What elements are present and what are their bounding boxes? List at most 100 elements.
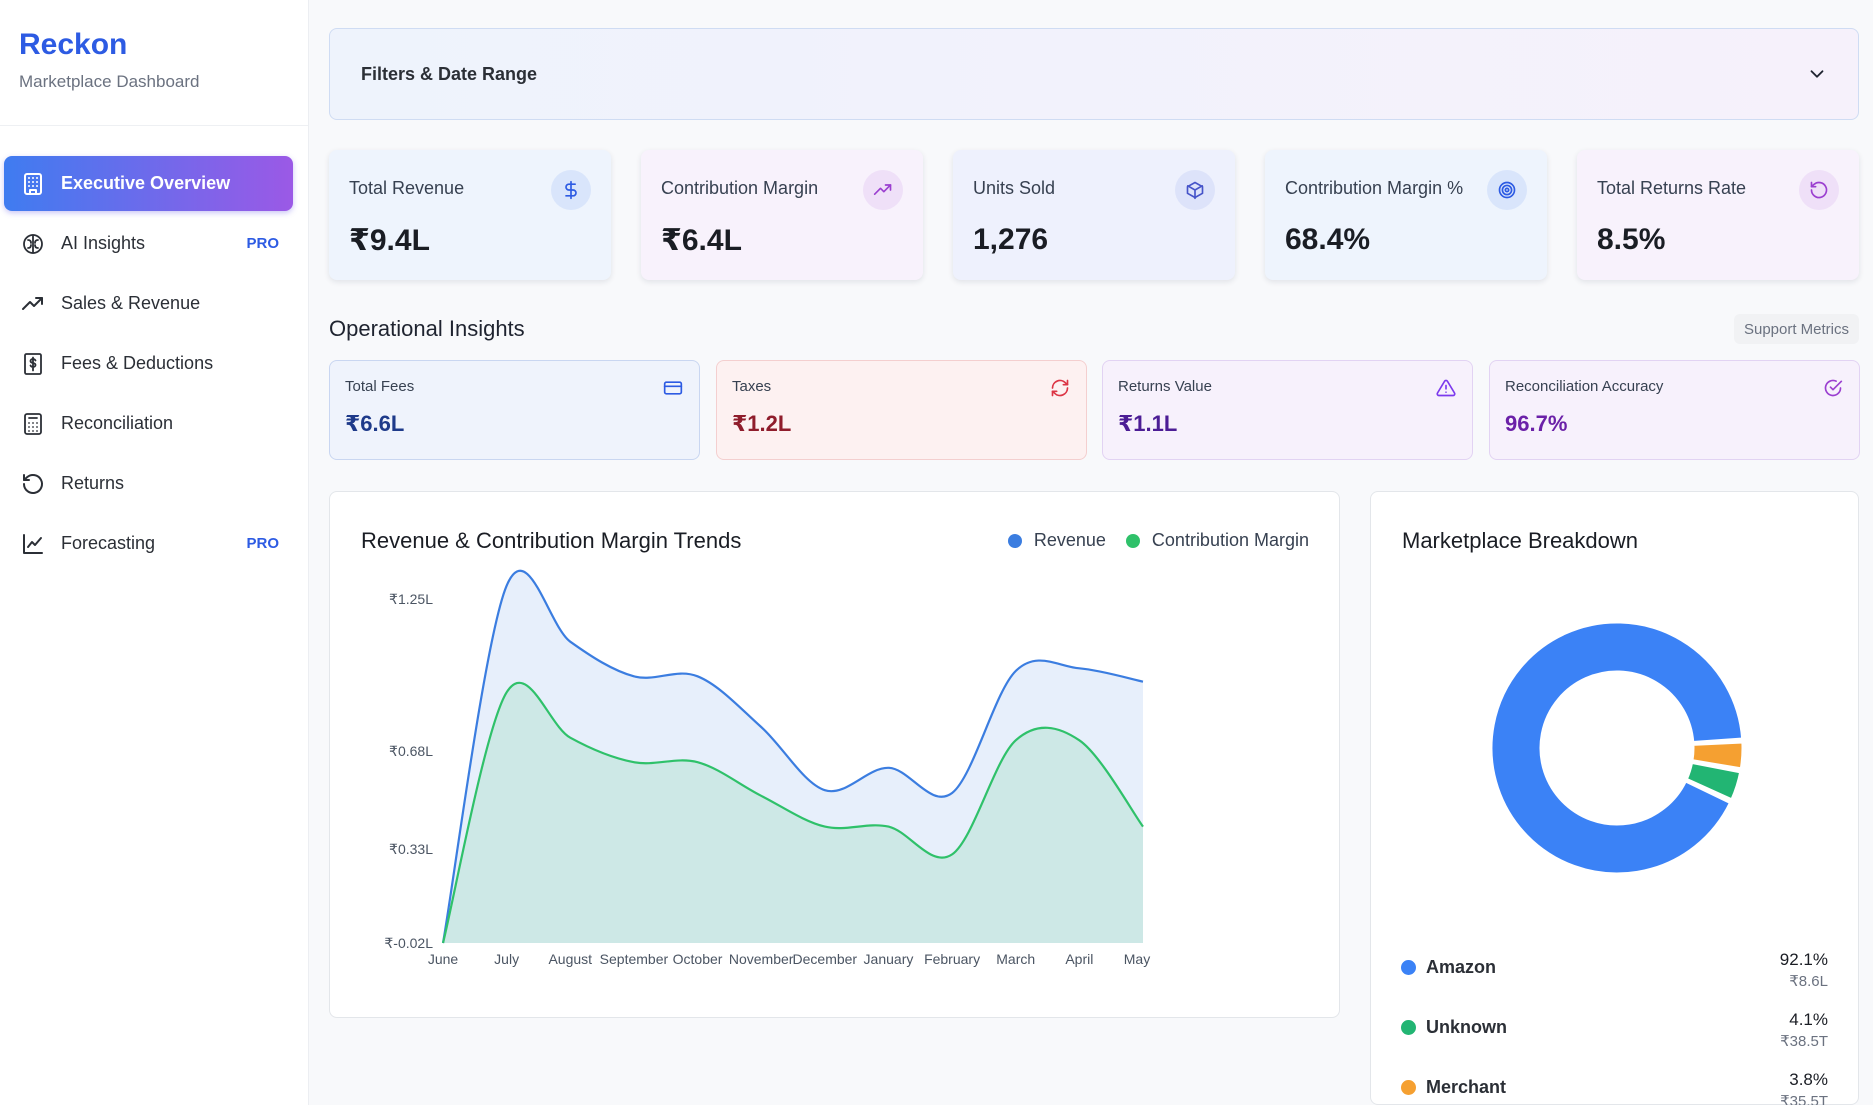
x-tick-label: March (996, 951, 1035, 967)
kpi-label: Units Sold (973, 178, 1056, 198)
kpi-value: 68.4% (1285, 223, 1371, 256)
sidebar-item-label: Forecasting (61, 533, 156, 553)
trend-chart-title: Revenue & Contribution Margin Trends (361, 528, 742, 553)
sidebar-item-returns[interactable]: Returns (4, 456, 293, 511)
sidebar-item-reconciliation[interactable]: Reconciliation (4, 396, 293, 451)
pro-badge: PRO (246, 235, 279, 252)
x-tick-label: February (924, 951, 980, 967)
line-chart-icon (20, 531, 46, 557)
trend-chart-plot[interactable]: ₹-0.02L ₹0.33L ₹0.68L ₹1.25L June July August S… (330, 492, 1341, 1019)
calculator-icon (20, 411, 46, 437)
brand-subtitle: Marketplace Dashboard (19, 72, 200, 91)
donut-slice-merchant[interactable] (1690, 740, 1745, 771)
x-tick-label: December (793, 951, 858, 967)
series-line-1[interactable] (441, 681, 1144, 944)
marketplace-pct: 92.1% (1779, 950, 1828, 969)
refresh-icon (1051, 379, 1069, 397)
y-tick-label: ₹0.68L (389, 743, 433, 759)
x-tick-label: September (600, 951, 669, 967)
legend-item-contribution-margin[interactable]: Contribution Margin (1125, 530, 1309, 551)
target-icon (1487, 170, 1527, 210)
op-taxes: Taxes ₹1.2L (716, 360, 1087, 460)
x-tick-label: May (1124, 951, 1150, 967)
marketplace-value: ₹38.5T (1780, 1033, 1828, 1050)
receipt-dollar-icon (20, 351, 46, 377)
sidebar-item-fees-deductions[interactable]: Fees & Deductions (4, 336, 293, 391)
marketplace-row-amazon[interactable]: Amazon 92.1% ₹8.6L (1401, 950, 1828, 990)
kpi-contribution-margin-pct: Contribution Margin % 68.4% (1265, 150, 1547, 280)
kpi-value: ₹9.4L (349, 224, 430, 257)
donut-slice-amazon[interactable] (1489, 620, 1745, 876)
marketplace-name: Amazon (1426, 957, 1497, 977)
sidebar-item-executive-overview[interactable]: Executive Overview (4, 156, 293, 211)
alert-triangle-icon (1436, 379, 1456, 397)
y-tick-label: ₹-0.02L (384, 935, 433, 951)
sidebar-item-sales-revenue[interactable]: Sales & Revenue (4, 276, 293, 331)
op-label: Reconciliation Accuracy (1505, 378, 1664, 395)
check-circle-icon (1824, 379, 1843, 397)
marketplace-value: ₹35.5T (1780, 1093, 1828, 1105)
building-icon (20, 171, 46, 197)
marketplace-pct: 3.8% (1789, 1070, 1828, 1089)
marketplace-donut-chart[interactable] (1371, 492, 1860, 892)
legend-item-revenue[interactable]: Revenue (1007, 530, 1106, 551)
x-tick-label: August (548, 951, 592, 967)
sidebar-item-label: Sales & Revenue (61, 293, 201, 313)
op-value: ₹1.2L (732, 411, 792, 436)
x-tick-label: October (673, 951, 723, 967)
pro-badge: PRO (246, 535, 279, 552)
brain-icon (20, 231, 46, 257)
operational-insights-title: Operational Insights (329, 316, 525, 341)
kpi-label: Total Revenue (349, 178, 465, 198)
kpi-contribution-margin: Contribution Margin ₹6.4L (641, 150, 923, 280)
op-reconciliation-accuracy: Reconciliation Accuracy 96.7% (1489, 360, 1860, 460)
sidebar-item-label: Fees & Deductions (61, 353, 214, 373)
y-tick-label: ₹1.25L (389, 591, 433, 607)
legend-dot (1007, 533, 1022, 548)
donut-slice-unknown[interactable] (1684, 760, 1743, 802)
kpi-label: Total Returns Rate (1597, 178, 1747, 198)
op-total-fees: Total Fees ₹6.6L (329, 360, 700, 460)
op-label: Returns Value (1118, 378, 1212, 395)
chevron-down-icon[interactable] (1806, 63, 1828, 85)
chart-legend: Revenue Contribution Margin (988, 530, 1309, 551)
op-value: ₹6.6L (345, 411, 405, 436)
filters-panel[interactable]: Filters & Date Range (329, 28, 1859, 120)
x-tick-label: July (494, 951, 519, 967)
kpi-units-sold: Units Sold 1,276 (953, 150, 1235, 280)
sidebar-item-ai-insights[interactable]: AI Insights PRO (4, 216, 293, 271)
legend-label: Contribution Margin (1151, 530, 1309, 550)
kpi-value: 1,276 (973, 223, 1049, 256)
legend-dot (1401, 1020, 1416, 1035)
legend-dot (1401, 960, 1416, 975)
kpi-total-returns-rate: Total Returns Rate 8.5% (1577, 150, 1859, 280)
x-tick-label: April (1065, 951, 1093, 967)
support-metrics-badge: Support Metrics (1734, 314, 1859, 344)
sidebar-item-forecasting[interactable]: Forecasting PRO (4, 516, 293, 571)
sidebar-item-label: Reconciliation (61, 413, 174, 433)
breakdown-card: Marketplace Breakdown Amazon 92.1% ₹8.6L… (1370, 491, 1859, 1105)
marketplace-name: Unknown (1426, 1017, 1507, 1037)
filters-title: Filters & Date Range (361, 63, 538, 84)
credit-card-icon (663, 381, 683, 395)
marketplace-row-merchant[interactable]: Merchant 3.8% ₹35.5T (1401, 1070, 1828, 1105)
kpi-label: Contribution Margin % (1285, 178, 1464, 198)
x-tick-label: June (428, 951, 459, 967)
kpi-value: ₹6.4L (661, 224, 742, 257)
breakdown-title: Marketplace Breakdown (1402, 528, 1639, 553)
op-value: 96.7% (1505, 411, 1568, 436)
brand-name[interactable]: Reckon (19, 28, 128, 61)
legend-dot (1125, 533, 1140, 548)
op-label: Taxes (732, 378, 772, 395)
marketplace-row-unknown[interactable]: Unknown 4.1% ₹38.5T (1401, 1010, 1828, 1050)
sidebar-nav: Executive Overview AI Insights PRO Sales… (0, 126, 308, 571)
x-tick-label: January (864, 951, 914, 967)
marketplace-value: ₹8.6L (1789, 973, 1828, 990)
dollar-icon (551, 170, 591, 210)
marketplace-name: Merchant (1426, 1077, 1507, 1097)
series-line-0[interactable] (441, 569, 1144, 944)
package-icon (1175, 170, 1215, 210)
kpi-total-revenue: Total Revenue ₹9.4L (329, 150, 611, 280)
x-tick-label: November (729, 951, 794, 967)
kpi-label: Contribution Margin (661, 178, 819, 198)
